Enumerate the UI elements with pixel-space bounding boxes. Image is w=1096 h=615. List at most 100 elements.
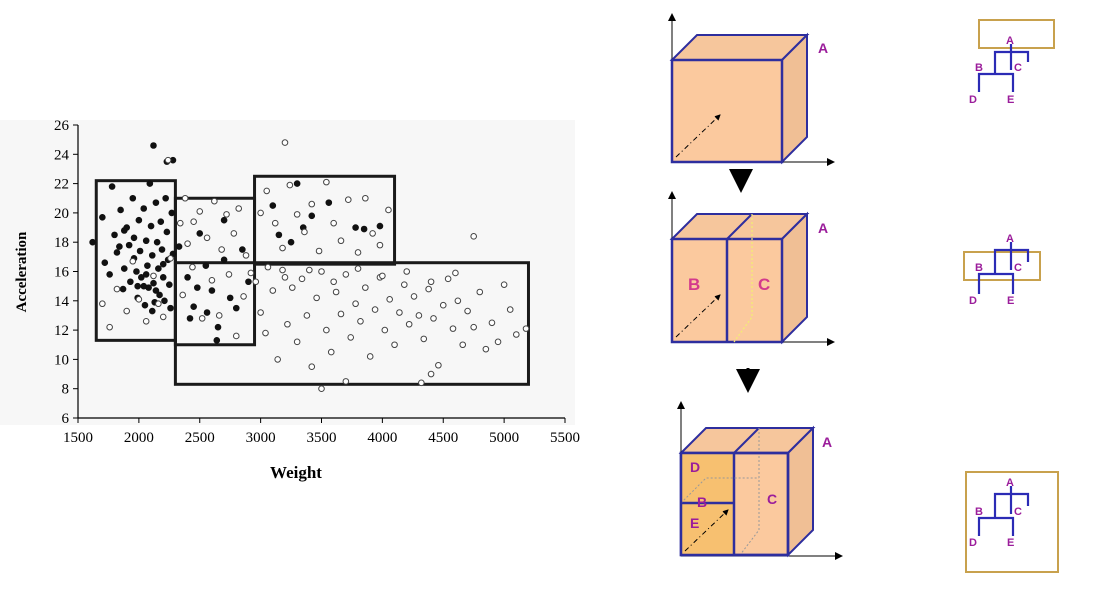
- filled-point: [157, 218, 165, 225]
- filled-point: [152, 199, 160, 206]
- y-tick-label: 22: [54, 177, 69, 193]
- open-point: [354, 265, 362, 272]
- scatter-plot: 1500 2000 2500 3000 3500 4000 4500 5000 5500 6 8 10…: [0, 118, 580, 482]
- tree-2: A B C D E: [963, 233, 1041, 307]
- filled-point: [175, 243, 183, 250]
- open-point: [459, 341, 467, 349]
- open-point: [494, 338, 502, 346]
- filled-point: [133, 268, 140, 275]
- open-point: [410, 293, 418, 300]
- filled-point: [138, 274, 145, 281]
- x-tick-label: 5000: [489, 430, 519, 446]
- filled-point: [269, 202, 277, 209]
- open-point: [449, 325, 457, 332]
- open-point: [279, 244, 286, 252]
- filled-point: [220, 256, 228, 264]
- region-d-label: D: [690, 459, 700, 475]
- open-point: [298, 275, 306, 283]
- open-point: [405, 320, 413, 328]
- filled-point: [153, 238, 161, 246]
- filled-point: [308, 212, 316, 220]
- axis-ticks: 1500 2000 2500 3000 3500 4000 4500 5000 5500 6 8 10…: [54, 118, 580, 446]
- open-point: [427, 370, 435, 378]
- x-tick-label: 3500: [307, 430, 337, 446]
- filled-point: [161, 297, 168, 305]
- box-3-label: A: [822, 434, 832, 450]
- filled-point: [150, 279, 157, 287]
- filled-point: [106, 271, 113, 278]
- open-point: [303, 312, 311, 319]
- filled-point: [203, 309, 211, 316]
- filled-point: [146, 180, 154, 187]
- region-b-label: B: [688, 275, 700, 294]
- tree-2-node-c: C: [1014, 262, 1022, 274]
- open-point: [123, 307, 130, 315]
- filled-point: [287, 238, 295, 246]
- open-point: [176, 219, 184, 227]
- tree-1-node-e: E: [1007, 94, 1014, 106]
- x-tick-label: 5500: [550, 430, 580, 446]
- x-tick-label: 1500: [63, 430, 93, 446]
- filled-point: [376, 222, 384, 230]
- tree-3-node-a: A: [1006, 477, 1014, 489]
- filled-point: [213, 337, 221, 344]
- open-point: [318, 385, 325, 393]
- open-point: [327, 348, 335, 356]
- open-point: [439, 301, 447, 309]
- open-point: [470, 323, 477, 331]
- filled-point: [158, 246, 166, 253]
- box-1-label: A: [818, 40, 828, 56]
- x-tick-label: 3000: [246, 430, 276, 446]
- filled-point: [120, 265, 128, 272]
- open-point: [330, 219, 337, 227]
- tree-1-node-b: B: [975, 62, 983, 74]
- filled-point: [275, 231, 283, 239]
- open-point: [371, 306, 379, 313]
- open-point: [150, 272, 157, 280]
- open-point: [435, 361, 442, 369]
- filled-point: [190, 303, 197, 310]
- open-point: [332, 288, 340, 296]
- region-c3-label: C: [767, 491, 777, 507]
- open-point: [476, 288, 484, 296]
- open-point: [427, 278, 435, 286]
- y-tick-label: 16: [54, 265, 70, 281]
- filled-point: [150, 142, 157, 149]
- open-point: [306, 266, 313, 274]
- filled-point: [360, 225, 368, 233]
- filled-point: [144, 262, 151, 269]
- x-tick-label: 4500: [428, 430, 458, 446]
- filled-point: [194, 284, 201, 291]
- open-point: [155, 300, 162, 308]
- open-point: [381, 326, 389, 334]
- filled-point: [147, 222, 155, 230]
- filled-point: [113, 249, 121, 256]
- open-point: [308, 200, 316, 208]
- filled-point: [117, 206, 124, 214]
- tree-2-node-d: D: [969, 295, 977, 307]
- data-points: [89, 139, 530, 393]
- open-point: [366, 353, 374, 360]
- filled-point: [142, 271, 150, 278]
- filled-point: [156, 291, 163, 299]
- filled-point: [208, 287, 216, 294]
- y-tick-label: 24: [54, 147, 70, 163]
- open-point: [225, 271, 233, 278]
- open-point: [482, 345, 490, 353]
- tree-1: A B C D E: [969, 19, 1055, 106]
- filled-point: [148, 252, 156, 259]
- tree-2-node-e: E: [1007, 295, 1014, 307]
- tree-1-node-d: D: [969, 94, 977, 106]
- box-2-label: A: [818, 220, 828, 236]
- filled-point: [116, 243, 123, 250]
- open-point: [257, 209, 264, 217]
- open-point: [247, 269, 255, 277]
- open-point: [318, 268, 325, 275]
- open-point: [240, 293, 247, 300]
- open-point: [323, 326, 330, 334]
- open-point: [113, 285, 121, 293]
- filled-point: [202, 262, 210, 269]
- tree-3-node-e: E: [1007, 537, 1014, 549]
- open-point: [271, 219, 279, 227]
